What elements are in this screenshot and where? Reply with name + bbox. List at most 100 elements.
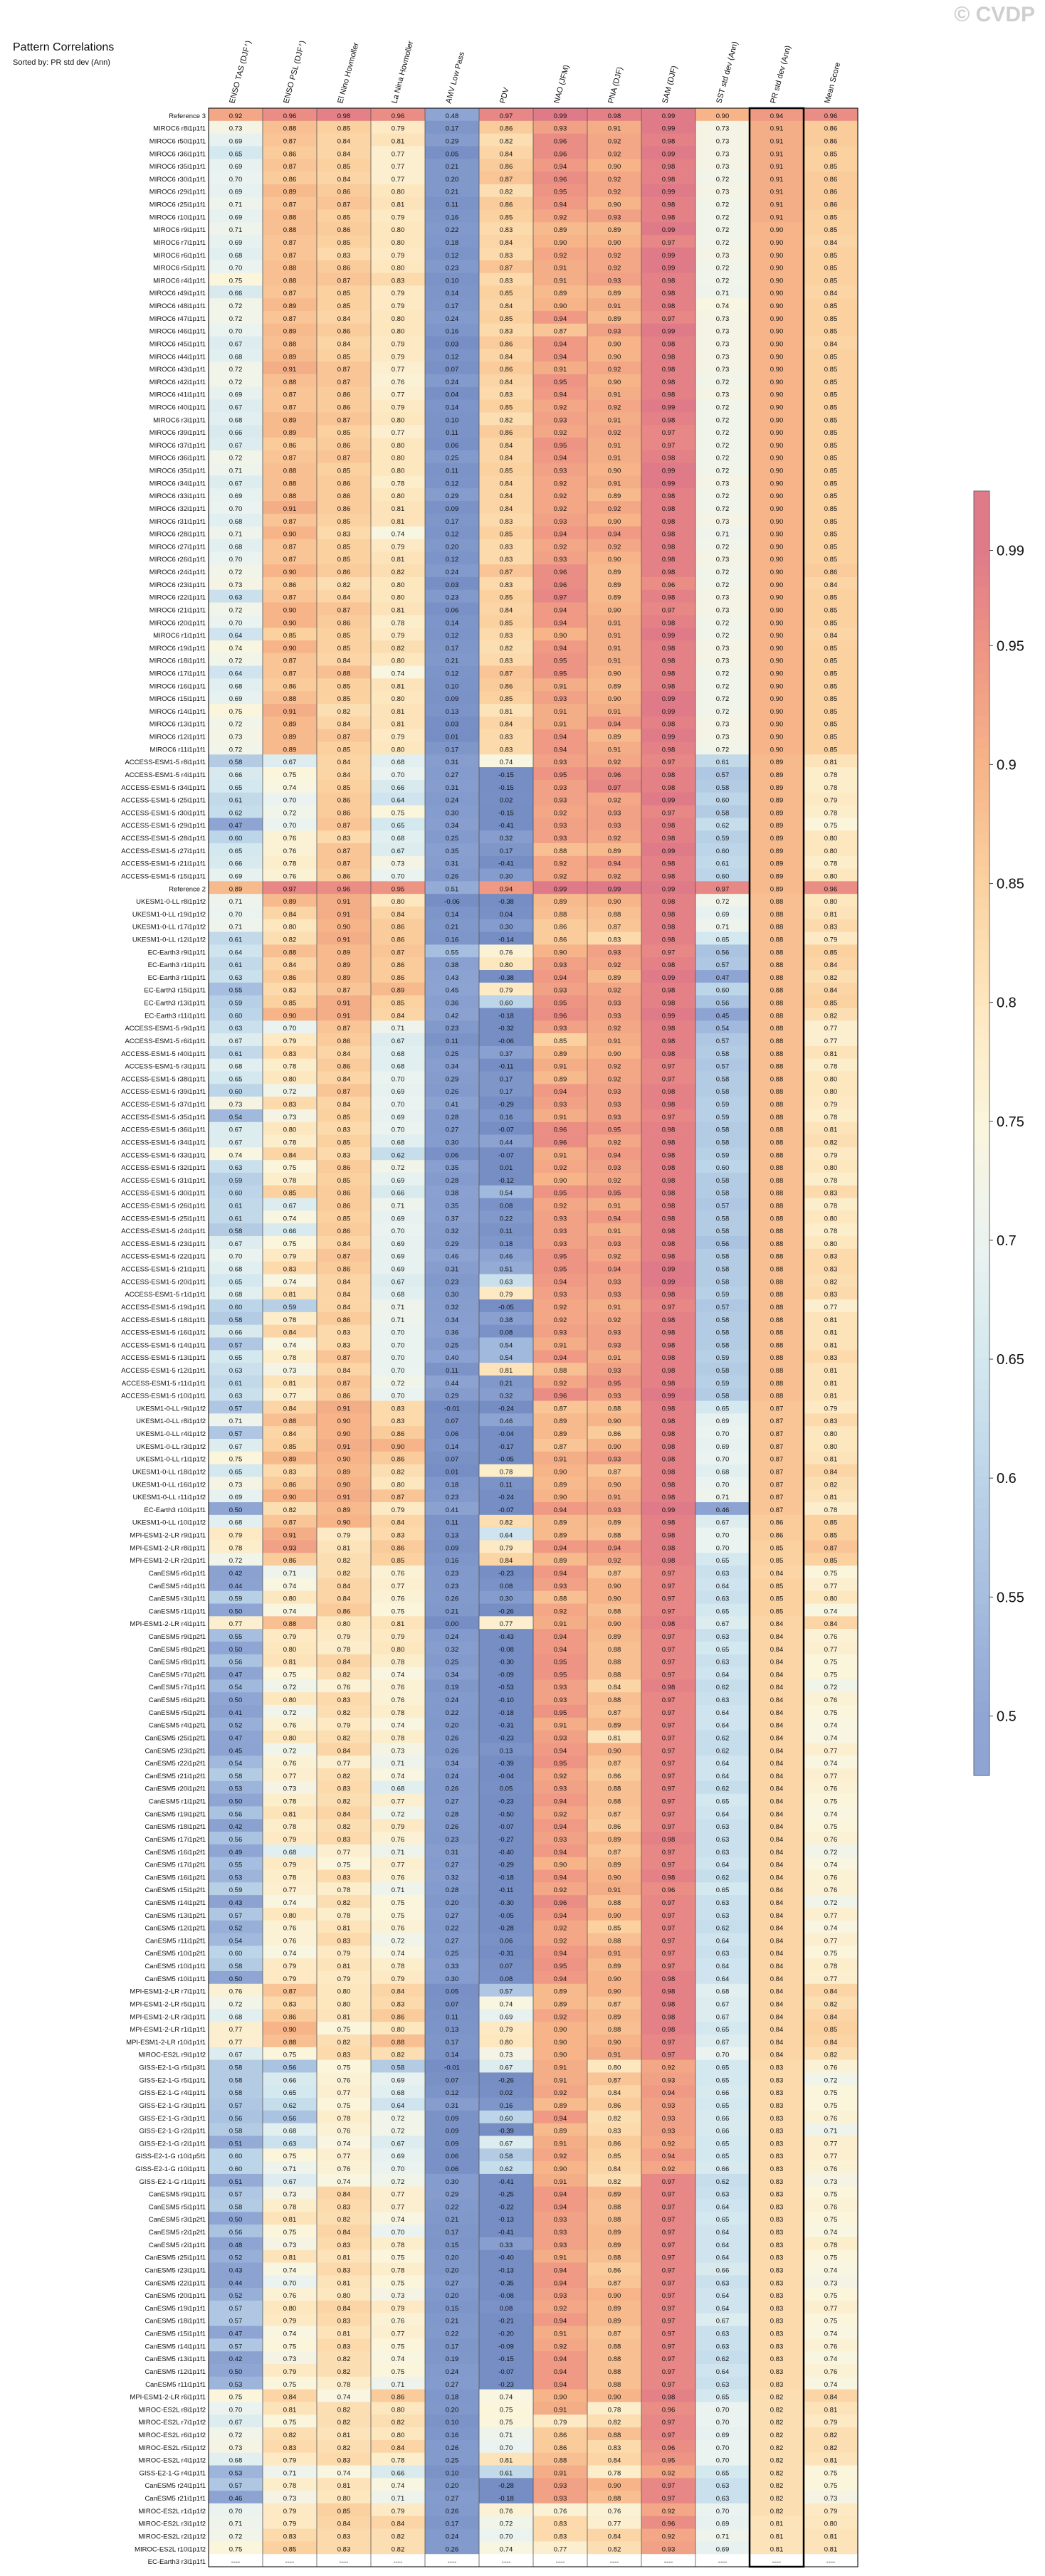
cell-value: -0.29: [498, 1862, 514, 1869]
row-label: ACCESS-ESM1-5 r23i1p1f1: [121, 1240, 206, 1248]
cell-value: 0.81: [392, 721, 405, 729]
heatmap-cell: [641, 222, 695, 236]
cell-value: 0.98: [662, 898, 676, 906]
cell-value: 0.85: [337, 290, 351, 297]
heatmap-cell: [209, 425, 263, 438]
row-label: CanESM5 r13i1p1f1: [145, 2355, 206, 2363]
heatmap-cell: [587, 868, 641, 882]
cell-value: 0.90: [608, 518, 621, 526]
heatmap-cell: [695, 159, 750, 172]
cell-value: 0.57: [229, 2191, 243, 2199]
cell-value: 0.97: [662, 2482, 676, 2490]
heatmap-cell: [587, 235, 641, 248]
cell-value: 0.92: [608, 961, 621, 969]
cell-value: 0.05: [500, 1785, 513, 1793]
cell-value: 0.88: [770, 1266, 784, 1274]
heatmap-cell: [317, 349, 371, 362]
cell-value: 0.98: [662, 1532, 676, 1540]
cell-value: 0.19: [446, 1684, 459, 1691]
cell-value: 0.82: [770, 2457, 784, 2465]
cell-value: 0.87: [337, 1088, 351, 1096]
heatmap-cell: [641, 982, 695, 996]
cell-value: 0.93: [554, 2495, 567, 2503]
cell-value: 0.79: [392, 1975, 405, 1983]
cell-value: 0.64: [716, 1722, 730, 1730]
cell-value: 0.58: [716, 1278, 730, 1286]
colorbar-segment: [974, 1358, 989, 1370]
cell-value: 0.76: [337, 2076, 351, 2084]
heatmap-cell: [479, 982, 533, 996]
cell-value: 0.28: [446, 1177, 459, 1185]
row-label: CanESM5 r24i1p1f1: [145, 2482, 206, 2490]
cell-value: 0.93: [608, 1164, 621, 1172]
row-label: MIROC6 r27i1p1f1: [149, 543, 206, 551]
cell-value: 0.75: [500, 2406, 513, 2414]
cell-value: 0.90: [770, 455, 784, 463]
cell-value: ----: [718, 2558, 728, 2566]
cell-value: 0.72: [283, 809, 297, 817]
cell-value: 0.82: [824, 2444, 838, 2452]
cell-value: 0.88: [770, 961, 784, 969]
colorbar-segment: [974, 983, 989, 995]
cell-value: 0.66: [716, 2266, 730, 2274]
cell-value: 0.77: [392, 366, 405, 374]
row-label: MIROC6 r42i1p1f1: [149, 379, 206, 386]
cell-value: 0.67: [283, 2178, 297, 2186]
cell-value: 0.85: [824, 682, 838, 690]
heatmap-cell: [263, 184, 317, 198]
cell-value: 0.86: [337, 505, 351, 513]
cell-value: 0.21: [446, 2216, 459, 2224]
cell-value: 0.95: [554, 442, 567, 450]
cell-value: 0.09: [446, 695, 459, 703]
row-label: MIROC6 r6i1p1f1: [153, 252, 206, 260]
heatmap-cell: [804, 855, 858, 869]
cell-value: 0.67: [229, 1443, 243, 1451]
cell-value: 0.70: [392, 1329, 405, 1337]
cell-value: 0.83: [608, 2444, 621, 2452]
cell-value: 0.38: [446, 961, 459, 969]
cell-value: 0.70: [392, 2165, 405, 2173]
cell-value: 0.85: [337, 682, 351, 690]
cell-value: 0.53: [229, 2381, 243, 2389]
cell-value: 0.83: [500, 734, 513, 741]
cell-value: 0.64: [716, 2292, 730, 2300]
row-label: MIROC6 r35i1p1f1: [149, 163, 206, 171]
cell-value: 0.83: [770, 2140, 784, 2148]
heatmap-cell: [641, 1008, 695, 1021]
cell-value: 0.80: [824, 872, 838, 880]
cell-value: 0.30: [446, 809, 459, 817]
row-label: CanESM5 r9i1p2f1: [149, 1633, 206, 1641]
cell-value: 0.21: [446, 658, 459, 665]
cell-value: 0.80: [824, 1164, 838, 1172]
cell-value: 0.93: [554, 797, 567, 805]
heatmap-cell: [317, 475, 371, 489]
cell-value: 0.89: [283, 746, 297, 754]
cell-value: 0.93: [608, 1329, 621, 1337]
cell-value: 0.85: [824, 252, 838, 260]
heatmap-cell: [371, 564, 425, 578]
cell-value: 0.74: [392, 670, 405, 677]
heatmap-cell: [641, 120, 695, 134]
cell-value: 0.87: [608, 1849, 621, 1857]
row-label: EC-Earth3 r13i1p1f1: [144, 1000, 206, 1008]
heatmap-cell: [695, 184, 750, 198]
heatmap-cell: [750, 412, 804, 426]
cell-value: 0.80: [392, 455, 405, 463]
cell-value: 0.90: [770, 746, 784, 754]
cell-value: 0.75: [392, 1912, 405, 1920]
cell-value: 0.18: [446, 239, 459, 247]
cell-value: 0.78: [229, 1544, 243, 1552]
cell-value: 0.56: [716, 949, 730, 956]
cell-value: 0.79: [229, 1532, 243, 1540]
cell-value: 0.91: [608, 645, 621, 653]
heatmap-cell: [479, 894, 533, 907]
cell-value: 0.93: [554, 2242, 567, 2249]
heatmap-cell: [479, 247, 533, 261]
cell-value: 0.92: [608, 505, 621, 513]
heatmap-cell: [695, 564, 750, 578]
heatmap-cell: [425, 386, 479, 401]
cell-value: 0.98: [662, 505, 676, 513]
cell-value: 0.80: [824, 1215, 838, 1223]
cell-value: 0.94: [554, 2355, 567, 2363]
cell-value: 0.77: [337, 1760, 351, 1768]
